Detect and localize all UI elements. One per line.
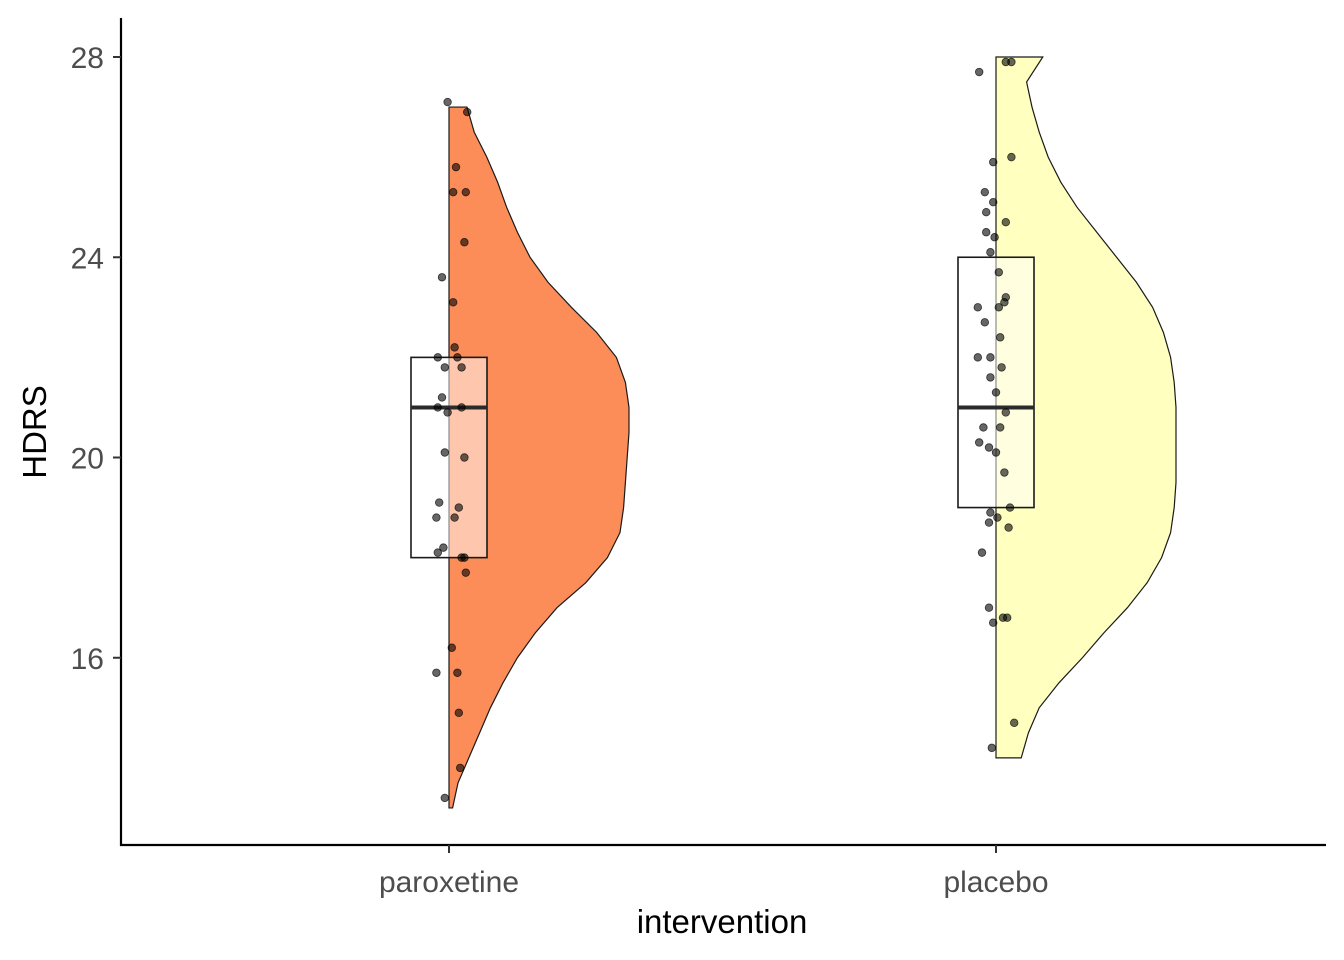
point-placebo-19 (973, 353, 982, 362)
point-placebo-7 (982, 207, 991, 217)
point-placebo-18 (996, 333, 1005, 342)
x-ticks: paroxetine placebo (379, 845, 1049, 899)
y-tick-label-28: 28 (71, 42, 104, 75)
point-placebo-15 (1000, 298, 1009, 307)
point-paroxetine-29 (432, 668, 441, 677)
point-placebo-24 (1001, 408, 1010, 417)
point-placebo-37 (984, 603, 994, 612)
point-placebo-22 (986, 373, 995, 382)
point-placebo-2 (975, 67, 984, 77)
point-placebo-12 (994, 268, 1003, 277)
point-placebo-31 (1005, 503, 1015, 512)
point-paroxetine-28 (447, 643, 456, 652)
point-paroxetine-26 (460, 553, 469, 562)
point-paroxetine-12 (457, 363, 466, 372)
point-placebo-30 (1000, 468, 1009, 477)
point-placebo-35 (1004, 523, 1013, 532)
point-paroxetine-27 (461, 568, 470, 577)
violin-layer (448, 56, 1177, 809)
point-paroxetine-21 (432, 513, 441, 522)
x-tick-label-paroxetine: paroxetine (379, 866, 519, 899)
x-axis: paroxetine placebo (120, 843, 1326, 899)
point-placebo-8 (1001, 218, 1010, 227)
point-placebo-5 (980, 187, 989, 197)
point-paroxetine-31 (454, 708, 463, 718)
point-placebo-42 (987, 743, 996, 753)
point-paroxetine-19 (435, 498, 444, 507)
point-paroxetine-1 (463, 107, 472, 117)
point-paroxetine-15 (433, 403, 442, 412)
point-placebo-9 (982, 228, 991, 237)
point-placebo-3 (1007, 152, 1016, 162)
point-paroxetine-3 (449, 187, 458, 197)
point-placebo-17 (980, 318, 989, 327)
point-placebo-34 (984, 518, 994, 527)
point-paroxetine-9 (433, 353, 442, 362)
point-paroxetine-32 (456, 763, 465, 773)
point-placebo-23 (991, 388, 1001, 397)
y-tick-label-16: 16 (71, 643, 104, 676)
point-placebo-26 (996, 423, 1005, 432)
point-paroxetine-23 (439, 543, 448, 552)
violin-paroxetine (448, 106, 630, 809)
point-paroxetine-0 (443, 97, 452, 107)
point-paroxetine-7 (449, 298, 458, 307)
point-placebo-40 (1003, 613, 1012, 622)
y-tick-label-20: 20 (71, 443, 104, 476)
point-placebo-4 (989, 157, 998, 167)
boxplot-placebo (957, 256, 1035, 509)
point-paroxetine-24 (433, 548, 442, 557)
jitter-points-layer (432, 57, 1019, 803)
point-paroxetine-18 (460, 453, 469, 462)
point-placebo-11 (986, 248, 995, 257)
point-placebo-25 (979, 423, 988, 432)
boxplot-layer (410, 256, 1035, 559)
point-placebo-13 (973, 303, 982, 312)
point-placebo-1 (1007, 57, 1016, 67)
point-paroxetine-20 (454, 503, 463, 512)
point-placebo-10 (990, 233, 999, 242)
point-paroxetine-22 (450, 513, 459, 522)
point-paroxetine-10 (450, 343, 459, 352)
point-paroxetine-5 (460, 238, 469, 247)
y-axis: 16 20 24 28 (71, 18, 123, 846)
point-placebo-27 (975, 438, 984, 447)
point-paroxetine-17 (440, 448, 449, 457)
x-axis-title: intervention (637, 903, 808, 940)
point-paroxetine-4 (461, 187, 470, 197)
point-paroxetine-8 (453, 353, 462, 362)
point-placebo-29 (991, 448, 1001, 457)
point-placebo-20 (986, 353, 995, 362)
point-paroxetine-16 (443, 408, 452, 417)
point-paroxetine-11 (440, 363, 449, 372)
y-ticks: 16 20 24 28 (71, 42, 121, 676)
point-placebo-33 (993, 513, 1002, 522)
y-tick-label-24: 24 (71, 242, 104, 275)
boxplot-paroxetine (410, 356, 488, 559)
point-placebo-38 (989, 618, 998, 627)
point-paroxetine-30 (453, 668, 462, 677)
point-placebo-32 (986, 508, 995, 517)
point-placebo-21 (997, 363, 1006, 372)
y-axis-title: HDRS (16, 385, 53, 479)
point-placebo-28 (984, 443, 994, 452)
point-paroxetine-2 (451, 162, 461, 172)
point-paroxetine-14 (457, 403, 466, 412)
violin-placebo (995, 56, 1177, 759)
point-paroxetine-33 (440, 793, 449, 803)
point-paroxetine-6 (437, 273, 447, 282)
point-placebo-6 (989, 197, 998, 207)
point-paroxetine-13 (437, 393, 447, 402)
x-tick-label-placebo: placebo (943, 866, 1048, 899)
point-placebo-41 (1010, 718, 1019, 728)
point-placebo-36 (977, 548, 987, 557)
point-placebo-16 (994, 303, 1003, 312)
